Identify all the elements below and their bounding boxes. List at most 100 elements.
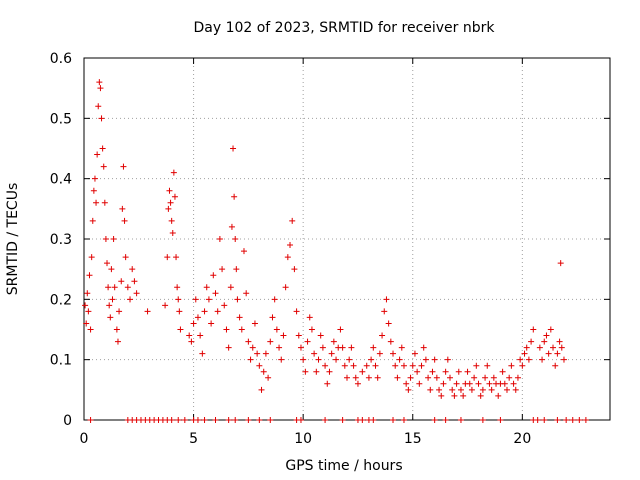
data-point	[297, 344, 304, 351]
data-point	[411, 350, 418, 357]
data-point	[245, 338, 252, 345]
zero-value-point	[479, 417, 486, 423]
data-point	[365, 374, 372, 381]
data-point	[100, 163, 107, 170]
data-point	[99, 145, 106, 152]
data-point	[449, 386, 456, 393]
data-point	[227, 284, 234, 291]
data-point	[228, 223, 235, 230]
data-point	[390, 350, 397, 357]
data-point	[258, 386, 265, 393]
data-point	[348, 344, 355, 351]
data-point	[457, 386, 464, 393]
data-point	[324, 380, 331, 387]
data-point	[190, 320, 197, 327]
data-point	[512, 386, 519, 393]
data-point	[506, 374, 513, 381]
data-point	[144, 308, 151, 315]
data-point	[306, 314, 313, 321]
data-point	[339, 344, 346, 351]
data-point	[414, 368, 421, 375]
data-point	[267, 338, 274, 345]
data-point	[552, 362, 559, 369]
x-tick-label: 10	[294, 431, 312, 447]
data-series-srmtid	[82, 79, 567, 399]
zero-value-point	[181, 417, 188, 423]
grid-layer	[84, 58, 610, 420]
data-point	[205, 296, 212, 303]
data-point	[231, 193, 238, 200]
data-point	[262, 350, 269, 357]
data-point	[129, 266, 136, 273]
data-point	[466, 380, 473, 387]
zero-value-point	[400, 417, 407, 423]
data-point	[304, 338, 311, 345]
data-point	[98, 115, 105, 122]
data-point	[372, 362, 379, 369]
y-tick-label: 0.3	[50, 232, 72, 248]
zero-value-point	[442, 417, 449, 423]
data-point	[418, 362, 425, 369]
data-point	[394, 374, 401, 381]
zero-value-point	[87, 417, 94, 423]
data-point	[322, 362, 329, 369]
data-point	[216, 236, 223, 242]
data-point	[93, 199, 100, 206]
data-point	[330, 338, 337, 345]
data-point	[105, 284, 112, 291]
data-point	[453, 380, 460, 387]
data-point	[376, 350, 383, 357]
data-point	[175, 296, 182, 303]
data-point	[442, 368, 449, 375]
data-point	[455, 368, 462, 375]
data-point	[249, 344, 256, 351]
x-axis: 0 5 10 15 20	[80, 58, 531, 447]
data-point	[354, 380, 361, 387]
data-point	[558, 344, 565, 351]
zero-value-point	[168, 417, 175, 423]
data-point	[363, 362, 370, 369]
data-point	[240, 248, 247, 255]
data-point	[254, 350, 261, 357]
data-point	[464, 368, 471, 375]
y-tick-label: 0.4	[50, 172, 72, 188]
zero-value-point	[431, 417, 438, 423]
x-tick-label: 0	[80, 431, 89, 447]
data-point	[96, 79, 103, 86]
data-point	[199, 350, 206, 357]
data-point	[383, 296, 390, 303]
data-point	[473, 362, 480, 369]
data-point	[387, 338, 394, 345]
zero-value-point	[534, 417, 541, 423]
data-point	[495, 392, 502, 399]
data-point	[203, 284, 210, 291]
zero-value-point	[359, 417, 366, 423]
data-point	[302, 368, 309, 375]
data-point	[308, 326, 315, 333]
data-point	[86, 272, 93, 279]
data-point	[280, 332, 287, 339]
data-point	[326, 368, 333, 375]
data-point	[530, 326, 537, 333]
data-point	[392, 362, 399, 369]
data-point	[460, 392, 467, 399]
data-point	[484, 362, 491, 369]
data-point	[508, 362, 515, 369]
data-point	[87, 326, 94, 333]
zero-value-point	[390, 417, 397, 423]
data-point	[554, 350, 561, 357]
data-point	[295, 332, 302, 339]
data-point	[232, 236, 239, 242]
data-point	[557, 260, 564, 267]
data-point	[539, 356, 546, 363]
data-point	[122, 254, 129, 261]
data-point	[176, 308, 183, 315]
data-point	[101, 199, 108, 206]
data-point	[230, 145, 237, 152]
data-point	[192, 296, 199, 303]
data-point	[488, 386, 495, 393]
data-point	[85, 308, 92, 315]
data-point	[233, 266, 240, 273]
data-point	[523, 344, 530, 351]
data-point	[102, 236, 109, 242]
